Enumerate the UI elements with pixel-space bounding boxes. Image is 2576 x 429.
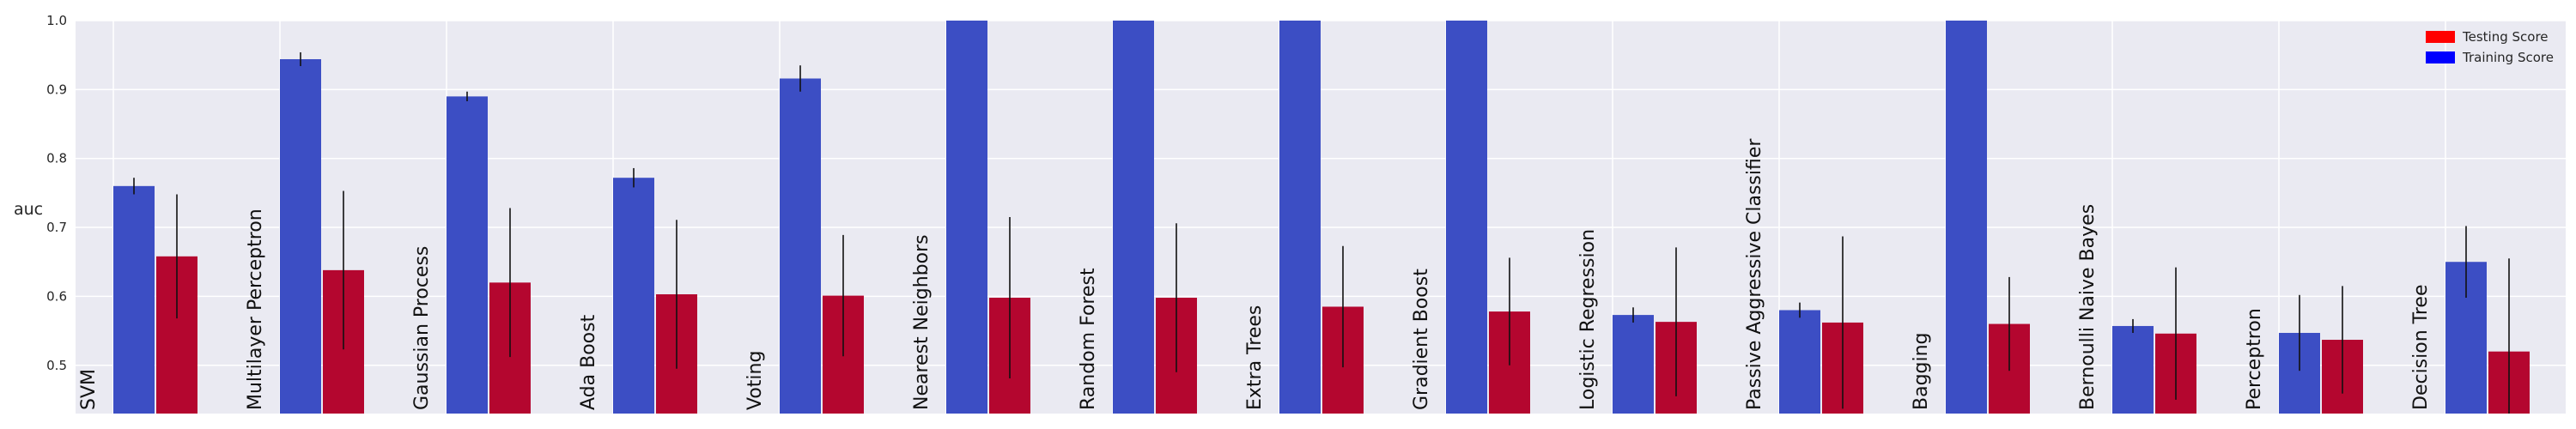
- legend-label-training: Training Score: [2462, 50, 2554, 65]
- bar-training: [1613, 315, 1654, 414]
- bar-training: [946, 21, 987, 414]
- category-label: Ada Boost: [578, 314, 599, 410]
- bar-training: [447, 96, 488, 414]
- category-labels: SVM Multilayer Perceptron Gaussian Process…: [78, 138, 2432, 410]
- legend: Testing Score Training Score: [2426, 29, 2554, 65]
- category-label: SVM: [78, 369, 100, 410]
- legend-label-testing: Testing Score: [2462, 29, 2549, 45]
- category-label: Bagging: [1911, 332, 1932, 410]
- bar-training: [780, 78, 821, 414]
- y-tick-label: 0.6: [46, 288, 67, 304]
- category-label: Logistic Regression: [1577, 229, 1599, 410]
- bar-training: [2112, 325, 2154, 414]
- y-tick-label: 0.7: [46, 220, 67, 235]
- y-tick-label: 0.9: [46, 82, 67, 97]
- bar-training: [1113, 21, 1154, 414]
- y-tick-labels: 0.5 0.6 0.7 0.8 0.9 1.0: [46, 13, 67, 373]
- bar-training: [613, 178, 654, 414]
- bar-training: [1279, 21, 1321, 414]
- bar-training: [280, 58, 321, 414]
- category-label: Bernoulli Naive Bayes: [2077, 204, 2099, 410]
- bar-training: [1946, 21, 1987, 414]
- y-tick-label: 0.5: [46, 358, 67, 373]
- category-label: Gradient Boost: [1411, 269, 1432, 410]
- bar-training: [113, 185, 155, 414]
- bar-training: [1446, 21, 1487, 414]
- category-label: Perceptron: [2244, 308, 2265, 410]
- category-label: Decision Tree: [2410, 285, 2432, 411]
- y-axis-label: auc: [14, 200, 43, 219]
- bar-training: [1779, 310, 1820, 414]
- category-label: Random Forest: [1078, 268, 1099, 410]
- category-label: Gaussian Process: [411, 246, 433, 410]
- legend-swatch-training: [2426, 51, 2455, 63]
- category-label: Nearest Neighbors: [911, 234, 933, 410]
- category-label: Extra Trees: [1244, 305, 1266, 410]
- category-label: Passive Aggressive Classifier: [1744, 138, 1765, 410]
- y-tick-label: 1.0: [46, 13, 67, 28]
- y-tick-label: 0.8: [46, 151, 67, 166]
- legend-swatch-testing: [2426, 31, 2455, 43]
- error-bars: [133, 51, 2510, 414]
- category-label: Multilayer Perceptron: [245, 208, 266, 410]
- category-label: Voting: [744, 351, 766, 410]
